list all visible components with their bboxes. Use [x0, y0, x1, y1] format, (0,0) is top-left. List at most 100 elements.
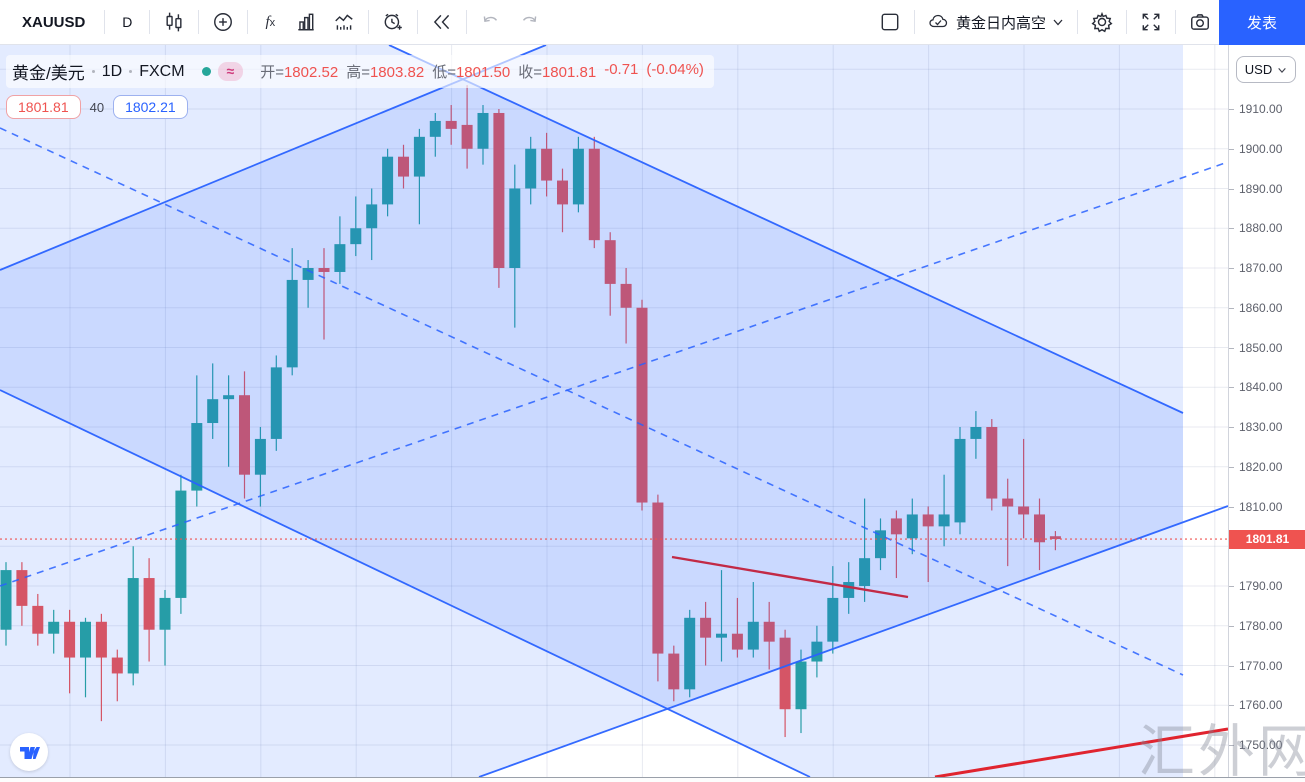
snapshot-button[interactable]: [1181, 5, 1219, 39]
candle: [350, 196, 362, 257]
price-axis-label: 1850.00: [1228, 340, 1283, 355]
candle: [557, 168, 568, 233]
candle: [95, 613, 107, 722]
symbol-button[interactable]: XAUUSD: [22, 13, 86, 31]
redo-icon: [523, 16, 537, 23]
candle: [811, 625, 823, 678]
candle: [1002, 478, 1014, 567]
price-axis-label: 1790.00: [1228, 579, 1283, 593]
candle: [954, 427, 966, 535]
currency-label: USD: [1244, 62, 1273, 77]
divider: [466, 10, 468, 34]
divider: [1175, 10, 1176, 34]
replay-rewind-icon: [434, 14, 450, 30]
divider: [368, 10, 370, 34]
interval-button[interactable]: D: [122, 14, 133, 30]
buy-price-button[interactable]: 1802.21: [113, 95, 188, 119]
tradingview-logo[interactable]: [10, 733, 48, 771]
price-axis-label: 1860.00: [1228, 300, 1283, 315]
layout-square-icon: [881, 13, 899, 31]
candle: [827, 566, 839, 654]
price-chart-canvas[interactable]: [0, 45, 1228, 777]
candle: [986, 419, 998, 511]
candle: [668, 645, 680, 702]
layout-select-button[interactable]: [871, 5, 909, 39]
cloud-check-icon: [929, 14, 948, 28]
cloud-layout-button[interactable]: 黄金日内高空: [920, 5, 1072, 39]
compare-button[interactable]: [204, 5, 242, 39]
price-axis-label: 1780.00: [1228, 618, 1283, 633]
time-axis-strip[interactable]: [0, 777, 1305, 782]
chart-pane: 黄金/美元 1D FXCM ≈ 开=1802.52 高=1803.82 低=18…: [0, 45, 1228, 777]
price-axis-label: 1880.00: [1228, 221, 1283, 236]
price-axis-label: 1900.00: [1228, 141, 1283, 156]
parallel-channel-fill: [0, 45, 1183, 777]
candle: [207, 363, 219, 439]
candle: [445, 105, 457, 145]
red-trendlines[interactable]: [671, 555, 1228, 777]
price-axis-label: 1870.00: [1228, 261, 1283, 275]
candle: [32, 593, 44, 646]
open-label: 开=: [260, 64, 284, 81]
candle: [700, 601, 712, 666]
candle: [795, 649, 807, 734]
candle: [763, 601, 775, 670]
legend-exchange[interactable]: FXCM: [139, 62, 185, 80]
change-value: -0.71: [604, 61, 639, 78]
toolbar-left-group: XAUUSD D fx: [0, 0, 871, 44]
fullscreen-button[interactable]: [1132, 5, 1170, 39]
candle: [270, 355, 282, 451]
candle: [64, 609, 76, 694]
forecast-button[interactable]: [325, 5, 363, 39]
candlestick-series: [0, 85, 1061, 738]
candle: [970, 411, 982, 459]
alert-button[interactable]: [374, 5, 412, 39]
price-axis-label: 1830.00: [1228, 420, 1283, 434]
legend-symbol-title[interactable]: 黄金/美元: [12, 64, 85, 83]
undo-button[interactable]: [472, 5, 510, 39]
candle: [175, 474, 187, 614]
settings-button[interactable]: [1083, 5, 1121, 39]
approx-data-badge: ≈: [217, 62, 244, 81]
candle: [1034, 498, 1045, 571]
chart-legend: 黄金/美元 1D FXCM ≈ 开=1802.52 高=1803.82 低=18…: [6, 55, 714, 119]
redo-button[interactable]: [510, 5, 548, 39]
chart-style-button[interactable]: [155, 5, 193, 39]
price-axis[interactable]: USD 1910.00 1900.00 1890.00 1880.00 1870.00 1…: [1228, 45, 1305, 777]
dot-separator: [129, 70, 133, 73]
candle: [684, 609, 696, 698]
change-pct-value: (-0.04%): [646, 61, 704, 78]
candle: [652, 494, 664, 682]
candle: [890, 510, 902, 579]
replay-button[interactable]: [423, 5, 461, 39]
low-label: 低=: [432, 64, 456, 81]
candle: [922, 506, 934, 583]
candle: [588, 136, 600, 249]
current-price-badge: 1801.81: [1229, 529, 1305, 549]
candle: [747, 582, 759, 658]
sell-price-button[interactable]: 1801.81: [6, 95, 81, 119]
candle: [1049, 531, 1061, 551]
candle: [382, 148, 394, 217]
undo-icon: [484, 16, 498, 23]
gear-icon: [1091, 11, 1113, 33]
candle: [143, 558, 155, 662]
currency-toggle-button[interactable]: USD: [1236, 56, 1296, 83]
candles-icon: [166, 12, 182, 32]
candle: [318, 248, 330, 340]
high-label: 高=: [346, 64, 370, 81]
indicators-fx-icon: fx: [265, 13, 276, 30]
close-label: 收=: [518, 64, 542, 81]
indicators-button[interactable]: fx: [253, 5, 287, 39]
candle: [302, 260, 314, 308]
candle: [1018, 438, 1030, 539]
publish-button[interactable]: 发表: [1219, 0, 1305, 45]
candle: [286, 248, 298, 376]
divider: [417, 10, 419, 34]
divider: [247, 10, 249, 34]
toolbar-right-group: 黄金日内高空: [871, 0, 1305, 45]
legend-interval[interactable]: 1D: [101, 62, 123, 80]
channel-dashed-midlines: [0, 127, 1228, 676]
price-axis-label: 1890.00: [1228, 181, 1283, 196]
indicator-templates-button[interactable]: [287, 5, 325, 39]
